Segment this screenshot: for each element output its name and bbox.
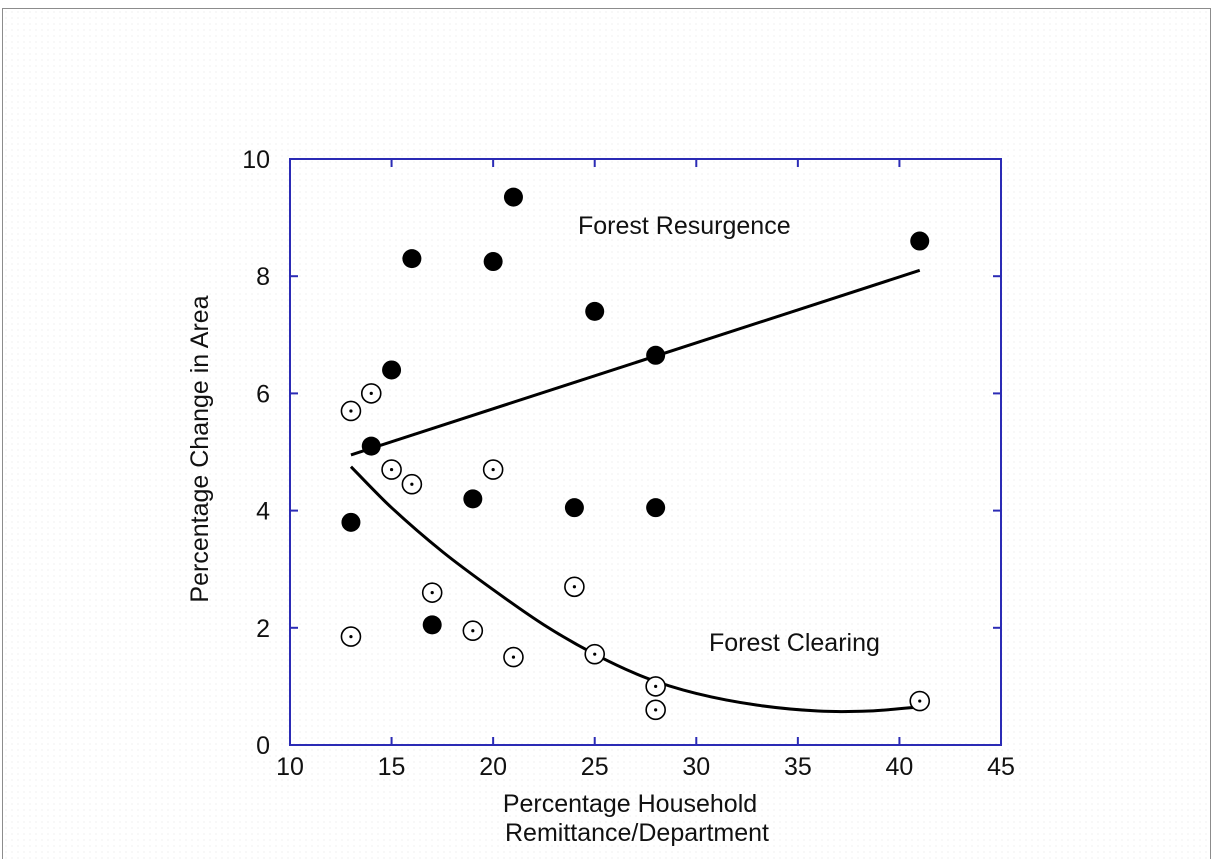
open-data-point bbox=[401, 473, 423, 495]
filled-data-point bbox=[910, 231, 930, 251]
x-tick-label: 35 bbox=[784, 753, 812, 781]
open-data-point bbox=[482, 459, 504, 480]
x-tick-label: 10 bbox=[276, 753, 304, 781]
y-tick-label: 2 bbox=[256, 615, 270, 643]
open-data-point bbox=[421, 582, 443, 603]
x-tick-label: 40 bbox=[886, 753, 914, 781]
open-data-point bbox=[340, 626, 362, 647]
filled-data-point bbox=[585, 301, 605, 321]
y-tick-label: 4 bbox=[256, 498, 270, 526]
y-axis-title: Percentage Change in Area bbox=[186, 295, 214, 602]
y-tick-label: 0 bbox=[256, 732, 270, 760]
filled-data-point bbox=[503, 187, 523, 207]
filled-data-point bbox=[483, 252, 503, 272]
data-points bbox=[340, 187, 931, 721]
y-tick-label: 8 bbox=[256, 263, 270, 291]
filled-data-point bbox=[382, 360, 402, 380]
y-tick-label: 10 bbox=[242, 146, 270, 174]
open-data-point bbox=[503, 646, 524, 668]
x-tick-label: 30 bbox=[682, 753, 710, 781]
open-data-point bbox=[645, 699, 666, 721]
axes: 10 15 20 25 30 35 40 45 0 2 4 6 8 10 bbox=[242, 146, 1015, 781]
x-tick-label: 20 bbox=[479, 753, 507, 781]
filled-data-point bbox=[341, 512, 361, 532]
open-data-point bbox=[462, 620, 484, 642]
filled-data-point bbox=[463, 489, 483, 509]
open-data-point bbox=[645, 676, 666, 697]
trend-line-forest-resurgence bbox=[350, 268, 921, 457]
open-data-point bbox=[564, 576, 585, 598]
x-tick-label: 25 bbox=[581, 753, 609, 781]
open-data-point bbox=[340, 400, 362, 422]
scatter-chart: 10 15 20 25 30 35 40 45 0 2 4 6 8 10 Forest Resurgenc… bbox=[186, 146, 1015, 847]
filled-data-point bbox=[564, 498, 584, 518]
x-tick-label: 15 bbox=[378, 753, 406, 781]
trend-line-forest-clearing bbox=[349, 465, 920, 714]
x-axis-title-line-2: Remittance/Department bbox=[505, 819, 769, 847]
chart-frame: 10 15 20 25 30 35 40 45 0 2 4 6 8 10 Forest Resurgenc… bbox=[2, 8, 1211, 859]
annotation-forest-clearing: Forest Clearing bbox=[709, 629, 880, 657]
trend-lines bbox=[349, 268, 921, 714]
open-data-point bbox=[584, 643, 606, 665]
x-axis-title-line-1: Percentage Household bbox=[503, 790, 757, 818]
filled-data-point bbox=[402, 249, 422, 269]
filled-data-point bbox=[646, 345, 666, 365]
annotation-forest-resurgence: Forest Resurgence bbox=[578, 212, 791, 240]
open-data-point bbox=[360, 383, 382, 404]
y-tick-label: 6 bbox=[256, 380, 270, 408]
open-data-point bbox=[381, 459, 402, 480]
x-tick-label: 45 bbox=[987, 753, 1015, 781]
filled-data-point bbox=[361, 436, 381, 456]
filled-data-point bbox=[422, 615, 442, 635]
filled-data-point bbox=[646, 498, 666, 518]
open-data-point bbox=[909, 690, 931, 712]
plot-border bbox=[289, 158, 1002, 746]
